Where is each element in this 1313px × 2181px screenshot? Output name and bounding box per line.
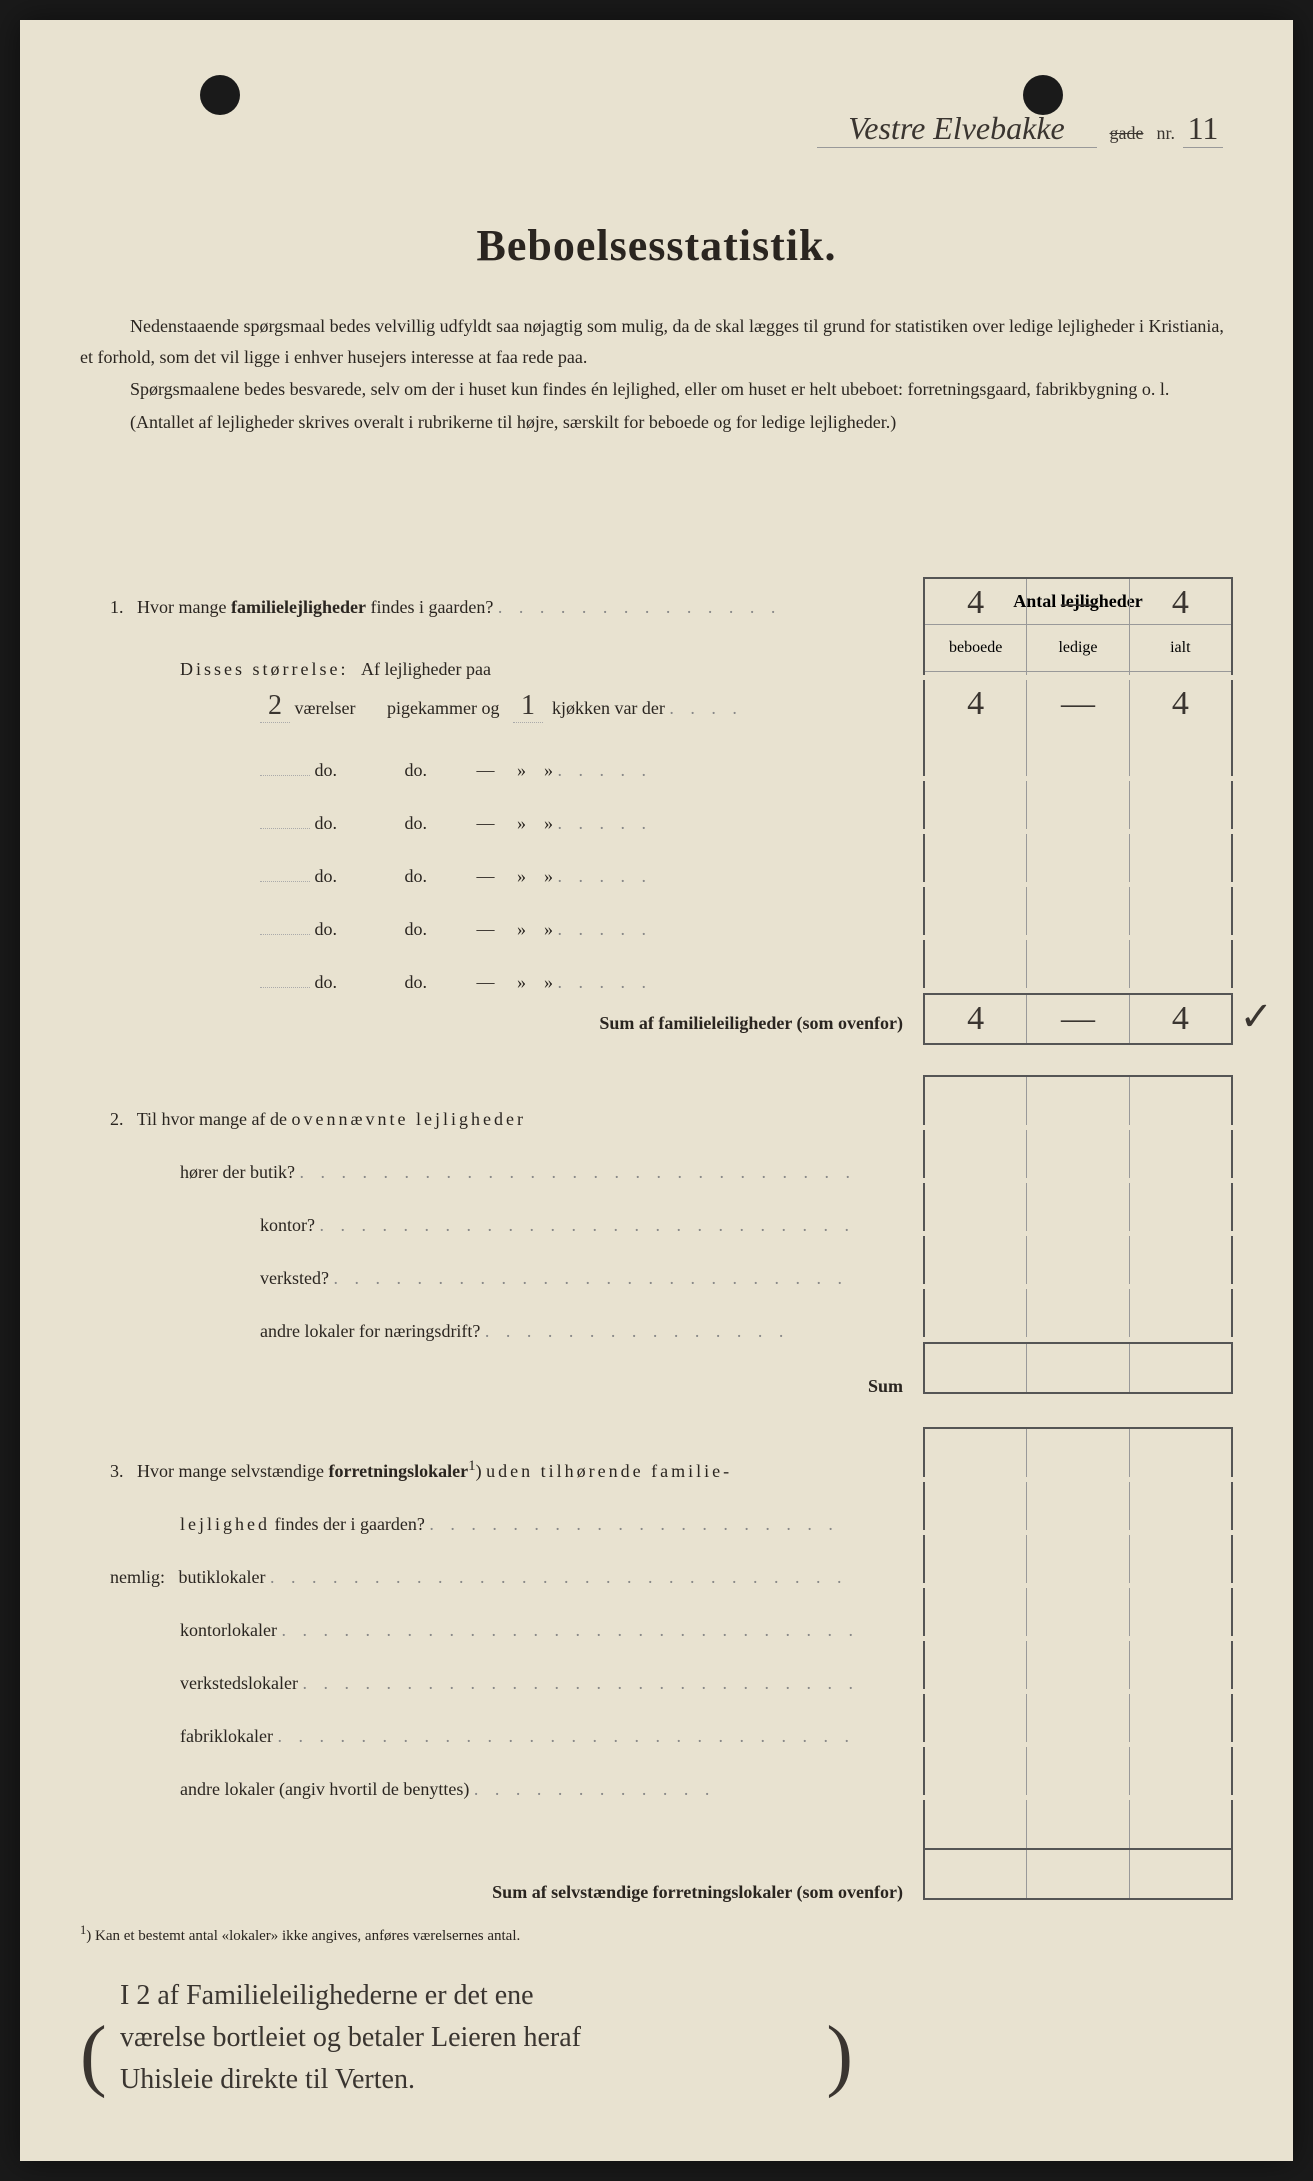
questions-section: 1. Hvor mange familielejligheder findes …: [80, 577, 1233, 1903]
q1-ialt: 4: [1130, 579, 1231, 627]
street-number: 11: [1183, 110, 1223, 148]
q1-do-row-4: do. do. — » » . . . . .: [80, 887, 1233, 940]
q3-fabrik-row: fabriklokaler . . . . . . . . . . . . . …: [80, 1694, 1233, 1747]
q1-size-values: [923, 627, 1233, 675]
content-area: Antal lejligheder beboede ledige ialt 1.…: [80, 577, 1233, 1903]
note-line-2: værelse bortleiet og betaler Leieren her…: [120, 2017, 1193, 2059]
q1-rooms-text: 2 værelser pigekammer og 1 kjøkken var d…: [80, 690, 923, 723]
q1-size-row: Disses størrelse: Af lejligheder paa: [80, 627, 1233, 680]
footnote: 1) Kan et bestemt antal «lokaler» ikke a…: [80, 1923, 1233, 1945]
q1-values: 4 — 4: [923, 577, 1233, 627]
q2-andre-row: andre lokaler for næringsdrift? . . . . …: [80, 1289, 1233, 1342]
q3-sum-row: Sum af selvstændige forretningslokaler (…: [80, 1848, 1233, 1903]
q1-rooms-row: 2 værelser pigekammer og 1 kjøkken var d…: [80, 680, 1233, 728]
checkmark-icon: ✓: [1239, 993, 1273, 1040]
q1-rooms-values: 4 — 4: [923, 680, 1233, 728]
note-line-3: Uhisleie direkte til Verten.: [120, 2059, 1193, 2101]
intro-p2: Spørgsmaalene bedes besvarede, selv om d…: [80, 374, 1233, 405]
q2-kontor-row: kontor? . . . . . . . . . . . . . . . . …: [80, 1183, 1233, 1236]
punch-hole-right: [1023, 75, 1063, 115]
q1-sum-row: Sum af familieleiligheder (som ovenfor) …: [80, 993, 1233, 1045]
gade-label: gade: [1110, 123, 1144, 143]
q3-verksted-row: verkstedslokaler . . . . . . . . . . . .…: [80, 1641, 1233, 1694]
nr-label: nr.: [1156, 123, 1175, 143]
document-page: Vestre Elvebakke gade nr. 11 Beboelsesst…: [20, 20, 1293, 2161]
q1-do-row-2: do. do. — » » . . . . .: [80, 781, 1233, 834]
page-title: Beboelsesstatistik.: [80, 220, 1233, 271]
q3-andre-row: andre lokaler (angiv hvortil de benyttes…: [80, 1747, 1233, 1800]
intro-p1: Nedenstaaende spørgsmaal bedes velvillig…: [80, 311, 1233, 372]
q1-number: 1.: [110, 597, 124, 617]
street-name: Vestre Elvebakke: [817, 110, 1097, 148]
q1-do-row-3: do. do. — » » . . . . .: [80, 834, 1233, 887]
q1-ledige: —: [1027, 579, 1129, 627]
q3-row-2: lejlighed findes der i gaarden? . . . . …: [80, 1482, 1233, 1535]
header-address: Vestre Elvebakke gade nr. 11: [673, 110, 1223, 148]
q2-row-1: 2. Til hvor mange af de ovennævnte lejli…: [80, 1075, 1233, 1130]
q1-size-text: Disses størrelse: Af lejligheder paa: [80, 659, 923, 680]
q3-kontor-row: kontorlokaler . . . . . . . . . . . . . …: [80, 1588, 1233, 1641]
q2-butik-row: hører der butik? . . . . . . . . . . . .…: [80, 1130, 1233, 1183]
q1-text: 1. Hvor mange familielejligheder findes …: [80, 597, 923, 618]
q3-blank-row: [80, 1800, 1233, 1848]
handwritten-note: I 2 af Familieleilighederne er det ene v…: [80, 1975, 1233, 2101]
q1-do-row-1: do. do. — » » . . . . .: [80, 728, 1233, 781]
punch-hole-left: [200, 75, 240, 115]
note-line-1: I 2 af Familieleilighederne er det ene: [120, 1975, 1193, 2017]
q1-do-row-5: do. do. — » » . . . . .: [80, 940, 1233, 993]
q2-sum-row: Sum: [80, 1342, 1233, 1397]
q1-beboede: 4: [925, 579, 1027, 627]
intro-text: Nedenstaaende spørgsmaal bedes velvillig…: [80, 311, 1233, 437]
q3-butik-row: nemlig: butiklokaler . . . . . . . . . .…: [80, 1535, 1233, 1588]
q2-verksted-row: verksted? . . . . . . . . . . . . . . . …: [80, 1236, 1233, 1289]
q3-row-1: 3. Hvor mange selvstændige forretningslo…: [80, 1427, 1233, 1482]
q1-main-row: 1. Hvor mange familielejligheder findes …: [80, 577, 1233, 627]
q1-sum-values: 4 — 4: [923, 993, 1233, 1045]
intro-p3: (Antallet af lejligheder skrives overalt…: [80, 407, 1233, 438]
